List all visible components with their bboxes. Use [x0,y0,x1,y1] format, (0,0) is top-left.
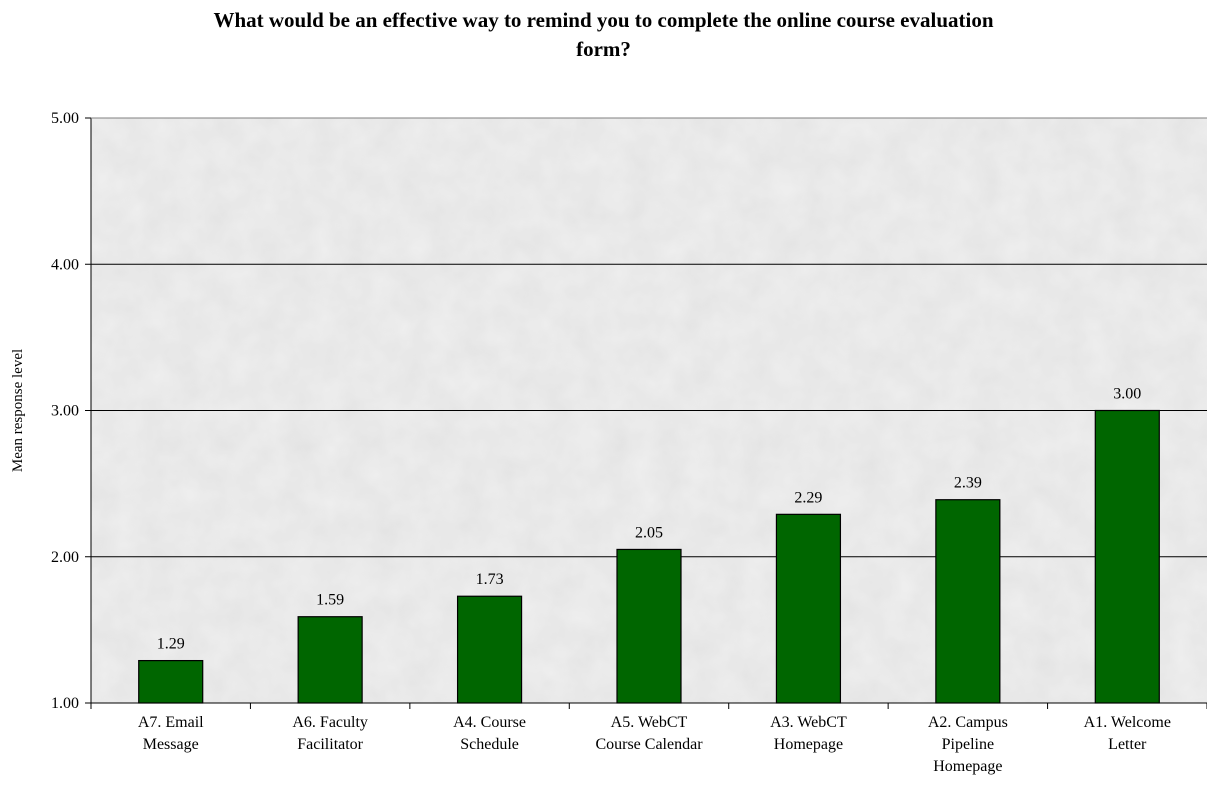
x-category-label: A4. Course Schedule [453,714,526,753]
data-label: 2.29 [794,489,822,506]
plot-area: 1.00 2.00 3.00 4.00 5.00 1.29 A7. Email Message… [10,110,1207,775]
x-category-label: A7. Email Message [138,714,204,753]
x-category-label-line: A6. Faculty [292,714,368,731]
x-category-label-line: A3. WebCT [770,714,847,731]
bar [775,513,842,704]
bar [138,659,204,704]
y-tick-label: 2.00 [51,549,79,566]
data-label: 2.39 [954,475,982,492]
x-category-label-line: A4. Course [453,714,526,731]
x-category-label: A6. Faculty Facilitator [292,714,368,753]
x-category-label-line: Pipeline [942,736,994,753]
x-category-label-line: A7. Email [138,714,204,731]
data-label: 1.73 [476,571,504,588]
bar [935,499,1001,704]
x-category-label-line: Schedule [460,736,519,753]
x-category-label: A2. Campus Pipeline Homepage [928,714,1008,775]
x-category-label-line: A1. Welcome [1084,714,1171,731]
x-category-label-line: Letter [1108,736,1147,753]
y-tick-label: 5.00 [51,110,79,127]
data-label: 1.59 [316,592,344,609]
x-category-label-line: Homepage [933,758,1002,775]
y-tick-label: 1.00 [51,695,79,712]
x-category-label-line: Course Calendar [595,736,703,753]
bar [616,548,682,704]
x-category-label-line: Homepage [774,736,843,753]
x-category-label: A3. WebCT Homepage [770,714,847,753]
x-category-label-line: Facilitator [297,736,363,753]
bar [297,616,363,704]
chart-title-line-2: form? [576,37,631,61]
x-category-label: A5. WebCT Course Calendar [595,714,703,753]
data-label: 1.29 [157,636,185,653]
y-tick-label: 4.00 [51,256,79,273]
x-category-label-line: Message [143,736,199,753]
x-category-label-line: A5. WebCT [611,714,688,731]
chart-title: What would be an effective way to remind… [0,6,1207,64]
x-category-label: A1. Welcome Letter [1084,714,1171,753]
bar [1094,409,1160,704]
bar [456,595,523,704]
x-category-label-line: A2. Campus [928,714,1008,731]
data-label: 2.05 [635,524,663,541]
y-tick-label: 3.00 [51,403,79,420]
y-axis-label: Mean response level [10,349,26,472]
chart-title-line-1: What would be an effective way to remind… [213,8,994,32]
data-label: 3.00 [1113,386,1141,403]
